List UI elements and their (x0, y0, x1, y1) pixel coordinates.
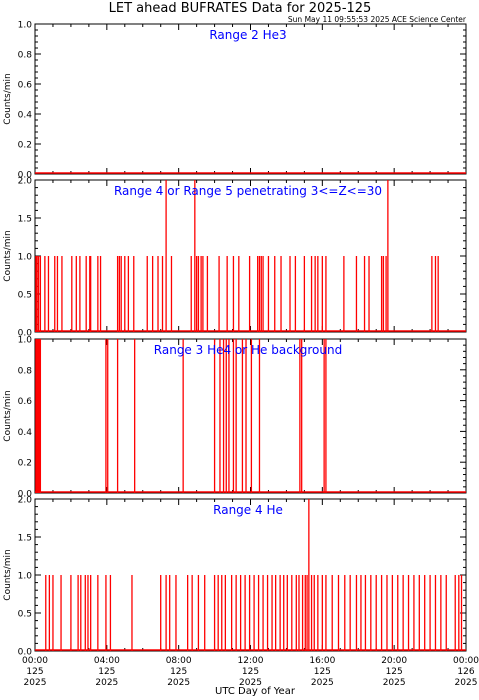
x-tick-label: 20:00 (381, 656, 407, 666)
x-tick-label: 2025 (95, 678, 118, 688)
panel-3: 0.0 0.2 0.4 0.6 0.8 1.0 Counts/min Range 3 He4 … (3, 336, 467, 500)
panel-frame (34, 338, 467, 494)
y-tick-label: 1.5 (18, 215, 32, 225)
x-tick-label: 125 (26, 667, 43, 677)
x-tick-label: 08:00 (166, 656, 192, 666)
panel-frame (34, 179, 467, 333)
x-axis-ticks: 00:00125202504:00125202508:00125202512:0… (22, 656, 479, 688)
x-tick-label: 04:00 (94, 656, 120, 666)
x-axis-label: UTC Day of Year (215, 686, 296, 697)
y-tick-label: 1.0 (18, 21, 33, 31)
panel-title: Range 3 He4 or He background (154, 343, 342, 357)
chart-title: LET ahead BUFRATES Data for 2025-125 (109, 1, 372, 16)
y-tick-label: 2.0 (18, 496, 33, 506)
y-tick-label: 0.4 (18, 428, 33, 438)
y-tick-label: 1.0 (18, 253, 33, 263)
y-tick-label: 2.0 (18, 177, 33, 187)
y-tick-label: 0.0 (18, 490, 33, 500)
x-tick-label: 2025 (383, 678, 406, 688)
y-tick-label: 1.0 (18, 572, 33, 582)
y-tick-label: 0.8 (18, 366, 33, 376)
y-tick-label: 0.6 (18, 397, 33, 407)
panel-title: Range 4 He (213, 503, 283, 517)
y-axis-label: Counts/min (3, 390, 13, 441)
y-tick-label: 0.2 (18, 459, 32, 469)
x-tick-label: 125 (386, 667, 403, 677)
x-tick-label: 2025 (239, 678, 262, 688)
y-tick-label: 0.8 (18, 51, 33, 61)
y-tick-label: 0.4 (18, 111, 33, 121)
x-tick-label: 16:00 (309, 656, 335, 666)
timestamp: Sun May 11 09:55:53 2025 ACE Science Cen… (288, 15, 467, 24)
panel-2: 0.0 0.5 1.0 1.5 2.0 Counts/min Range 4 or Rang… (3, 177, 467, 339)
y-tick-label: 0.0 (18, 648, 33, 658)
x-tick-label: 2025 (455, 678, 478, 688)
x-tick-label: 2025 (167, 678, 190, 688)
y-tick-label: 1.0 (18, 336, 33, 346)
panel-4: 0.0 0.5 1.0 1.5 2.0 Counts/min Range 4 He (3, 496, 467, 658)
x-tick-label: 2025 (24, 678, 47, 688)
y-tick-label: 1.5 (18, 534, 32, 544)
x-tick-label: 126 (457, 667, 474, 677)
x-tick-label: 2025 (311, 678, 334, 688)
panel-title: Range 2 He3 (209, 28, 286, 42)
y-tick-label: 0.0 (18, 171, 33, 181)
x-tick-label: 125 (242, 667, 259, 677)
y-axis-label: Counts/min (3, 73, 13, 124)
y-axis-label: Counts/min (3, 230, 13, 281)
panel-frame (34, 23, 467, 175)
y-axis-label: Counts/min (3, 549, 13, 600)
x-tick-label: 00:00 (453, 656, 479, 666)
y-tick-label: 0.0 (18, 329, 33, 339)
panel-title: Range 4 or Range 5 penetrating 3<=Z<=30 (114, 184, 382, 198)
y-tick-label: 0.5 (18, 291, 32, 301)
y-tick-label: 0.6 (18, 81, 33, 91)
x-tick-label: 12:00 (238, 656, 264, 666)
panel-frame (34, 498, 467, 652)
panel-1: 0.0 0.2 0.4 0.6 0.8 1.0 Counts/min Range 2 He3 (3, 21, 467, 181)
x-tick-label: 125 (98, 667, 115, 677)
x-tick-label: 125 (170, 667, 187, 677)
y-tick-label: 0.2 (18, 141, 32, 151)
x-tick-label: 00:00 (22, 656, 48, 666)
x-tick-label: 125 (314, 667, 331, 677)
y-tick-label: 0.5 (18, 610, 32, 620)
